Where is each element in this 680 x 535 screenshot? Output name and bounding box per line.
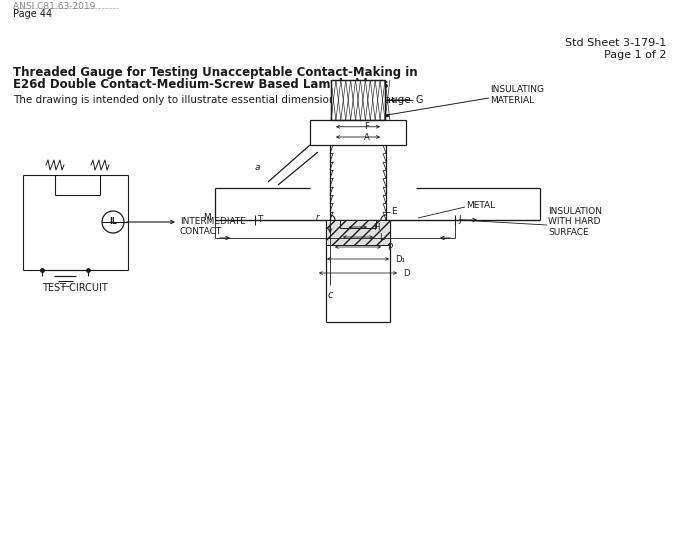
Bar — [331, 80, 385, 120]
Text: TEST CIRCUIT: TEST CIRCUIT — [42, 283, 108, 293]
Text: Page 44: Page 44 — [13, 9, 52, 19]
Text: D₁: D₁ — [395, 255, 405, 264]
Text: INTERMEDIATE
CONTACT: INTERMEDIATE CONTACT — [180, 217, 246, 236]
Text: a: a — [254, 163, 260, 172]
Text: E26d Double Contact-Medium-Screw Based Lampholders: E26d Double Contact-Medium-Screw Based L… — [13, 78, 388, 91]
Text: A: A — [364, 133, 370, 141]
Text: F: F — [364, 123, 369, 131]
Text: E: E — [391, 208, 396, 217]
Text: IL: IL — [109, 218, 117, 226]
Bar — [310, 120, 406, 145]
Text: r: r — [316, 212, 319, 221]
Bar — [326, 220, 390, 245]
Text: Std Sheet 3-179-1: Std Sheet 3-179-1 — [565, 38, 666, 48]
Text: Threaded Gauge for Testing Unacceptable Contact-Making in: Threaded Gauge for Testing Unacceptable … — [13, 66, 418, 79]
Text: Page 1 of 2: Page 1 of 2 — [604, 50, 666, 60]
Text: G: G — [415, 95, 422, 105]
Text: INSULATING
MATERIAL: INSULATING MATERIAL — [490, 85, 544, 105]
Text: INSULATION
WITH HARD
SURFACE: INSULATION WITH HARD SURFACE — [548, 207, 602, 237]
Text: The drawing is intended only to illustrate essential dimensions of the gauge.: The drawing is intended only to illustra… — [13, 95, 414, 105]
Text: P: P — [387, 242, 392, 251]
Bar — [331, 80, 385, 120]
Text: D: D — [403, 269, 409, 278]
Text: ANSI C81.63-2019: ANSI C81.63-2019 — [13, 2, 95, 11]
Text: H: H — [373, 223, 379, 232]
Text: c: c — [327, 290, 333, 300]
Text: L: L — [379, 233, 384, 241]
Text: M: M — [203, 213, 211, 223]
Text: T: T — [257, 216, 262, 225]
Text: J: J — [458, 216, 460, 225]
Text: METAL: METAL — [466, 201, 495, 210]
